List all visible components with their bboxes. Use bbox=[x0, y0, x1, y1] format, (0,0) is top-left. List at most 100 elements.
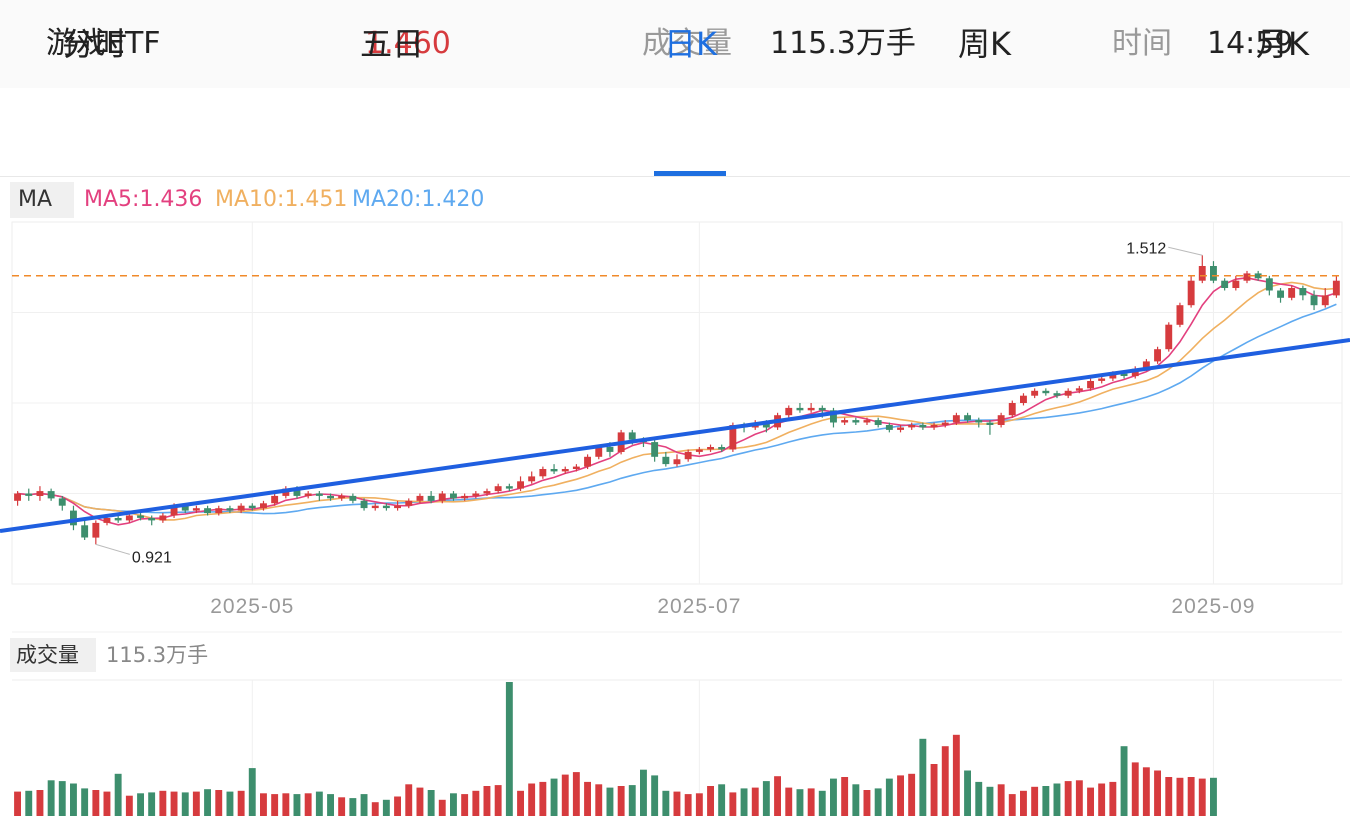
candle-body bbox=[137, 515, 144, 518]
candle-body bbox=[248, 505, 256, 509]
candle-body bbox=[1288, 288, 1296, 298]
volume-bar bbox=[986, 786, 994, 816]
volume-bar bbox=[997, 784, 1005, 816]
candle-body bbox=[718, 447, 726, 450]
candle-body bbox=[148, 518, 156, 521]
candle-body bbox=[25, 493, 33, 496]
candle-body bbox=[550, 469, 558, 472]
volume-bar bbox=[1109, 781, 1117, 816]
candle-body bbox=[941, 422, 949, 425]
candle-body bbox=[572, 466, 580, 469]
volume-bar bbox=[830, 778, 837, 816]
candle-body bbox=[651, 442, 659, 457]
candle-body bbox=[1232, 280, 1240, 288]
candle-body bbox=[1265, 278, 1273, 291]
candle-body bbox=[852, 420, 860, 423]
ma5-value: MA5:1.436 bbox=[84, 187, 203, 212]
volume-bar bbox=[248, 768, 256, 816]
candle-body bbox=[897, 427, 904, 430]
candle-body bbox=[204, 508, 211, 514]
volume-bar bbox=[595, 784, 603, 816]
volume-bar bbox=[930, 764, 938, 816]
volume-bar bbox=[271, 794, 279, 816]
tab-monthly-k[interactable]: 月K bbox=[1256, 25, 1309, 63]
candle-body bbox=[215, 508, 223, 514]
last-price: 1.460 bbox=[365, 26, 451, 61]
tab-intraday[interactable]: 分时 bbox=[63, 25, 128, 63]
candle-body bbox=[684, 451, 692, 460]
volume-bar bbox=[1165, 777, 1173, 816]
candle-body bbox=[226, 508, 234, 511]
ma20-line bbox=[17, 303, 1337, 515]
volume-bar bbox=[740, 788, 748, 816]
tab-five-day[interactable]: 五日 bbox=[360, 25, 425, 63]
x-tick-label: 2025-09 bbox=[1171, 595, 1255, 618]
volume-bar bbox=[640, 769, 647, 816]
volume-bar bbox=[528, 783, 536, 816]
candle-body bbox=[181, 505, 189, 511]
candle-body bbox=[360, 500, 368, 509]
candle-body bbox=[807, 407, 815, 411]
volume-bar bbox=[807, 788, 815, 816]
candle-body bbox=[1321, 295, 1329, 306]
volume-indicator-selector[interactable]: 成交量 bbox=[10, 638, 96, 672]
candle-body bbox=[159, 515, 167, 521]
volume-bar bbox=[818, 790, 826, 816]
volume-bar bbox=[92, 790, 100, 816]
volume-bar bbox=[181, 792, 189, 816]
candle-body bbox=[394, 505, 401, 509]
volume-bar bbox=[662, 790, 670, 816]
volume-bar bbox=[539, 781, 547, 816]
k-line-chart[interactable]: 1.512 0.921 2025-05 2025-07 2025-09 bbox=[0, 178, 1350, 820]
candle-body bbox=[762, 422, 770, 428]
volume-bar bbox=[103, 791, 111, 816]
candle-body bbox=[673, 459, 681, 465]
volume-bar bbox=[1131, 762, 1139, 816]
candle-body bbox=[1310, 295, 1318, 306]
candle-body bbox=[338, 495, 346, 499]
chart-annotations: 1.512 0.921 bbox=[12, 240, 1342, 566]
volume-bar bbox=[293, 794, 301, 816]
volume-bar bbox=[338, 797, 346, 816]
candle-body bbox=[1031, 390, 1039, 396]
tab-weekly-k[interactable]: 周K bbox=[958, 25, 1011, 63]
candle-body bbox=[785, 407, 793, 416]
candle-body bbox=[628, 432, 636, 440]
volume-bar bbox=[517, 790, 524, 816]
volume-bar bbox=[1176, 777, 1184, 816]
low-label: 0.921 bbox=[132, 549, 172, 566]
volume-bar bbox=[70, 783, 77, 816]
candle-body bbox=[561, 469, 569, 472]
candle-body bbox=[81, 525, 89, 538]
volume-bar bbox=[885, 778, 893, 816]
candle-body bbox=[1142, 361, 1150, 369]
volume-bar bbox=[25, 790, 33, 816]
volume-bar bbox=[584, 781, 591, 816]
candle-body bbox=[70, 510, 77, 526]
volume-bar bbox=[1087, 787, 1094, 816]
candle-body bbox=[483, 491, 491, 494]
candle-body bbox=[494, 486, 502, 492]
ma-indicator-selector[interactable]: MA bbox=[10, 182, 74, 218]
volume-bar bbox=[327, 794, 334, 816]
candle-body bbox=[1053, 393, 1061, 396]
volume-bar bbox=[215, 790, 223, 816]
volume-bar bbox=[1142, 767, 1150, 816]
candle-body bbox=[349, 495, 357, 501]
candle-body bbox=[997, 415, 1005, 425]
volume-bar bbox=[315, 791, 323, 816]
volume-bar bbox=[651, 775, 659, 816]
candle-body bbox=[1221, 280, 1229, 288]
volume-bars bbox=[14, 682, 1217, 816]
volume-grid bbox=[12, 631, 1342, 816]
volume-bar bbox=[762, 781, 770, 816]
volume-bar bbox=[304, 793, 312, 816]
candle-body bbox=[584, 456, 591, 467]
volume-bar bbox=[863, 790, 871, 816]
candle-body bbox=[260, 503, 267, 509]
tab-daily-k[interactable]: 日K bbox=[664, 25, 717, 63]
security-name: 游戏ETF bbox=[46, 26, 161, 61]
volume-bar bbox=[81, 788, 89, 816]
volume-bar bbox=[450, 793, 457, 816]
candle-body bbox=[539, 469, 547, 477]
